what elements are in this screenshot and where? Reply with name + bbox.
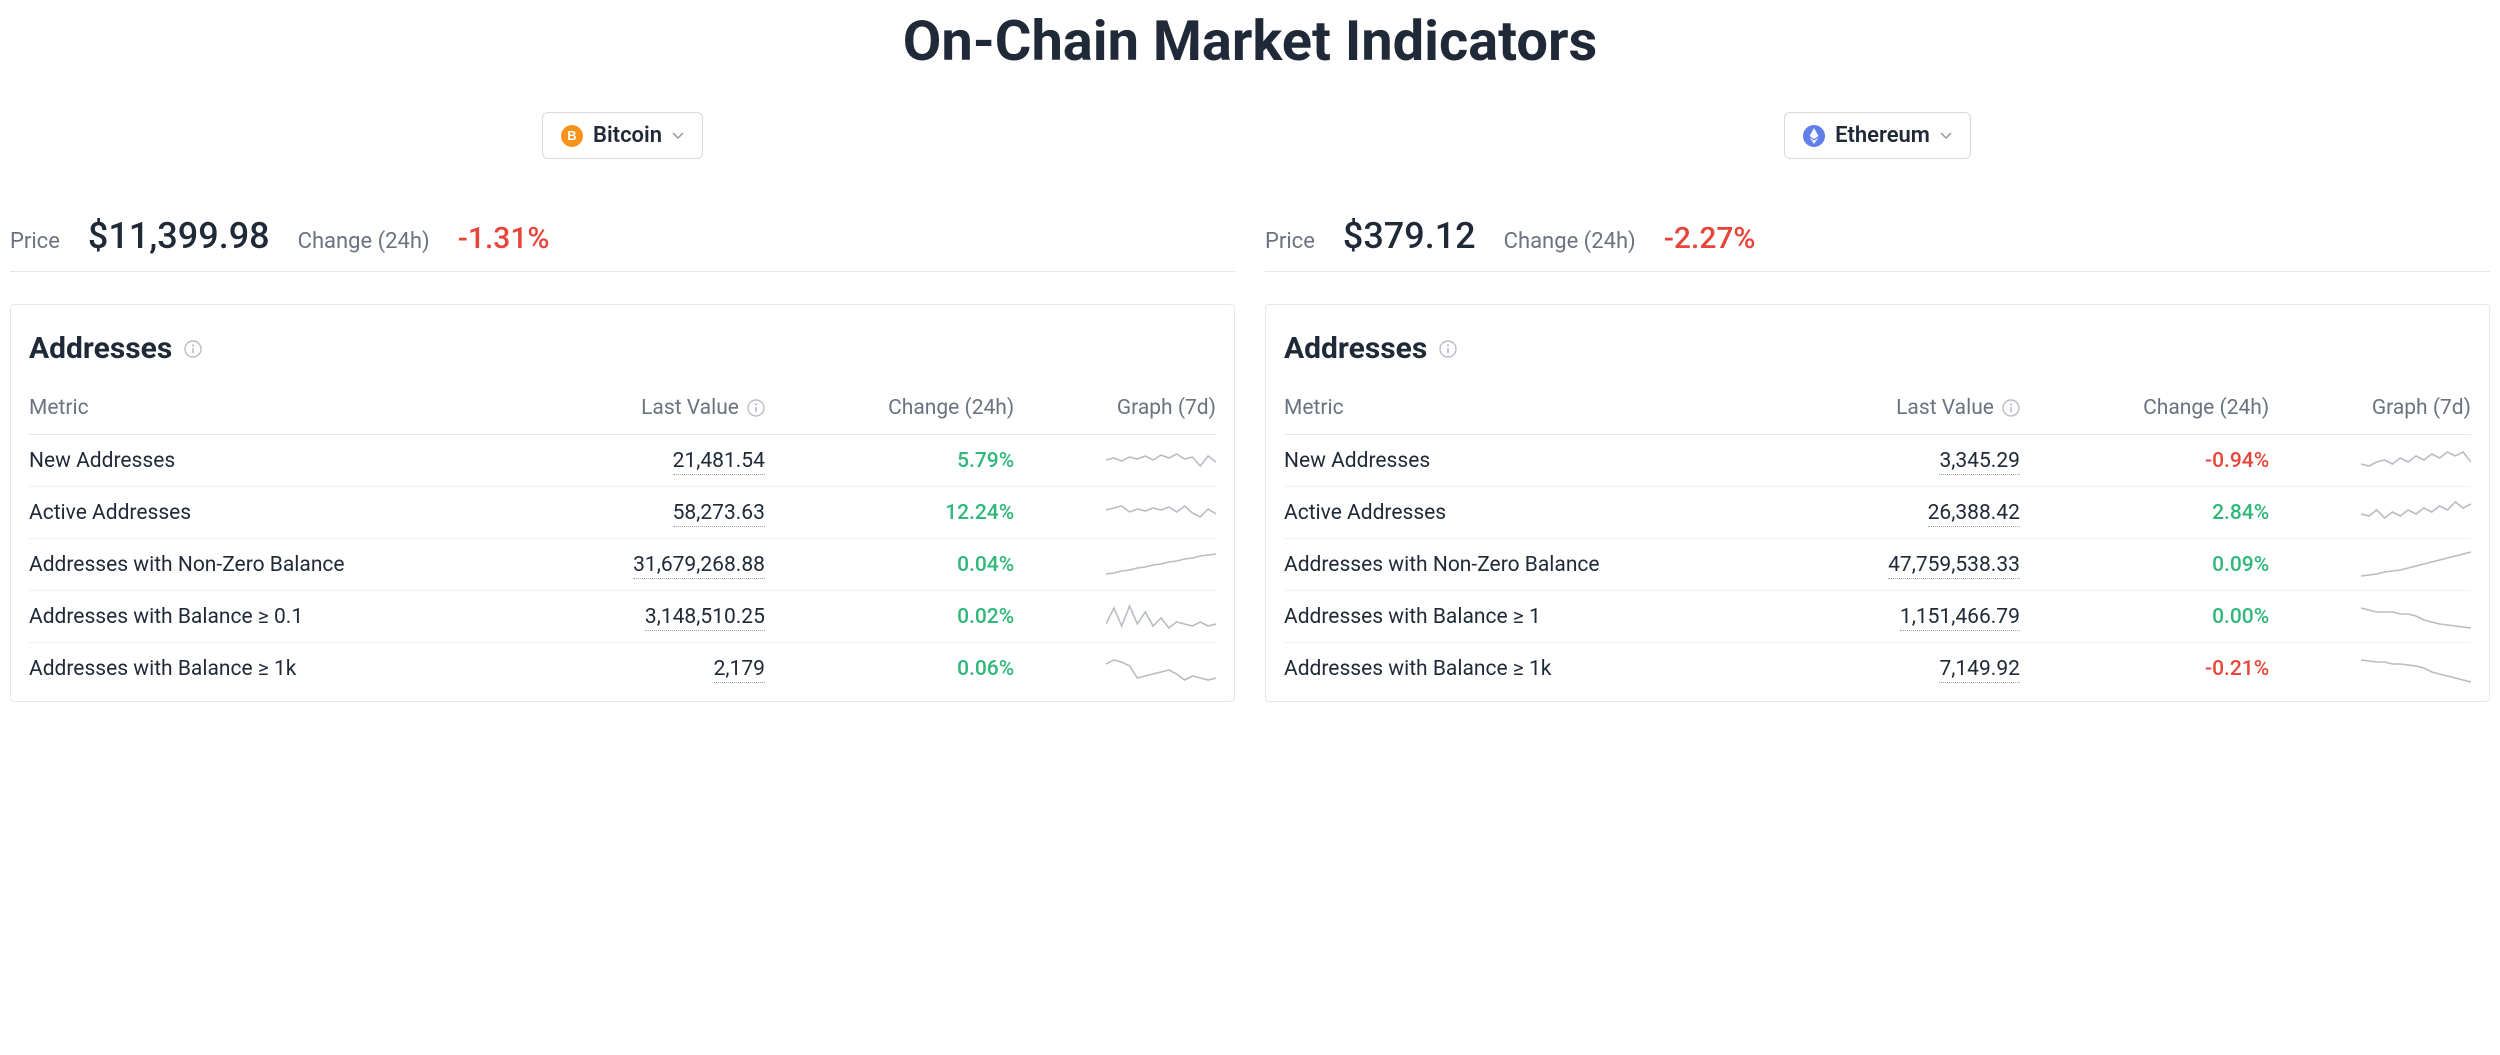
metric-name: New Addresses: [1284, 449, 1783, 473]
metric-name: Addresses with Balance ≥ 1k: [29, 657, 528, 681]
metric-change: 0.02%: [765, 605, 1014, 629]
asset-column: B Bitcoin Price $11,399.98 Change (24h) -1.31…: [10, 112, 1235, 702]
info-icon[interactable]: [747, 399, 765, 417]
sparkline: [1014, 650, 1216, 688]
card-title-row: Addresses: [1284, 331, 2471, 366]
th-metric: Metric: [29, 396, 528, 420]
table-header: MetricLast ValueChange (24h)Graph (7d): [29, 396, 1216, 435]
metric-value: 3,345.29: [1783, 449, 2020, 473]
asset-name: Bitcoin: [593, 123, 662, 148]
price-label: Price: [1265, 229, 1315, 254]
info-icon[interactable]: [1439, 340, 1457, 358]
table-header: MetricLast ValueChange (24h)Graph (7d): [1284, 396, 2471, 435]
th-metric: Metric: [1284, 396, 1783, 420]
metric-name: Addresses with Non-Zero Balance: [29, 553, 528, 577]
card-title-row: Addresses: [29, 331, 1216, 366]
table-row: Addresses with Balance ≥ 1k2,1790.06%: [29, 643, 1216, 695]
addresses-card: Addresses MetricLast ValueChange (24h)Gra…: [1265, 304, 2490, 702]
metric-value: 31,679,268.88: [528, 553, 765, 577]
metric-value: 3,148,510.25: [528, 605, 765, 629]
table-row: Addresses with Non-Zero Balance31,679,26…: [29, 539, 1216, 591]
th-graph: Graph (7d): [1014, 396, 1216, 420]
columns-container: B Bitcoin Price $11,399.98 Change (24h) -1.31…: [10, 112, 2490, 702]
metric-name: New Addresses: [29, 449, 528, 473]
card-title: Addresses: [1284, 331, 1427, 366]
metric-value: 58,273.63: [528, 501, 765, 525]
change-value: -1.31%: [458, 221, 550, 256]
svg-text:B: B: [567, 128, 576, 143]
metric-name: Addresses with Non-Zero Balance: [1284, 553, 1783, 577]
sparkline: [1014, 598, 1216, 636]
metric-name: Active Addresses: [1284, 501, 1783, 525]
sparkline: [1014, 546, 1216, 584]
metric-value: 7,149.92: [1783, 657, 2020, 681]
sparkline: [2269, 442, 2471, 480]
table-row: Addresses with Non-Zero Balance47,759,53…: [1284, 539, 2471, 591]
metric-value: 2,179: [528, 657, 765, 681]
sparkline: [1014, 494, 1216, 532]
asset-icon: B: [561, 125, 583, 147]
table-row: New Addresses21,481.545.79%: [29, 435, 1216, 487]
asset-select-wrap: B Bitcoin: [10, 112, 1235, 159]
sparkline: [2269, 598, 2471, 636]
info-icon[interactable]: [184, 340, 202, 358]
metric-value: 26,388.42: [1783, 501, 2020, 525]
th-graph: Graph (7d): [2269, 396, 2471, 420]
metric-change: -0.21%: [2020, 657, 2269, 681]
metric-change: 0.04%: [765, 553, 1014, 577]
metric-change: 2.84%: [2020, 501, 2269, 525]
info-icon[interactable]: [2002, 399, 2020, 417]
sparkline: [2269, 546, 2471, 584]
th-last-value: Last Value: [528, 396, 765, 420]
page-title: On-Chain Market Indicators: [10, 8, 2490, 74]
metric-value: 1,151,466.79: [1783, 605, 2020, 629]
metric-change: 5.79%: [765, 449, 1014, 473]
metric-name: Addresses with Balance ≥ 1: [1284, 605, 1783, 629]
metric-change: 12.24%: [765, 501, 1014, 525]
chevron-down-icon: [1940, 132, 1952, 140]
th-change: Change (24h): [2020, 396, 2269, 420]
table-row: Addresses with Balance ≥ 1k7,149.92-0.21…: [1284, 643, 2471, 695]
metric-name: Addresses with Balance ≥ 1k: [1284, 657, 1783, 681]
asset-name: Ethereum: [1835, 123, 1930, 148]
metric-value: 21,481.54: [528, 449, 765, 473]
table-row: Addresses with Balance ≥ 11,151,466.790.…: [1284, 591, 2471, 643]
change-value: -2.27%: [1664, 221, 1756, 256]
asset-select-wrap: Ethereum: [1265, 112, 2490, 159]
price-value: $11,399.98: [88, 215, 270, 257]
price-label: Price: [10, 229, 60, 254]
th-change: Change (24h): [765, 396, 1014, 420]
table-row: Active Addresses58,273.6312.24%: [29, 487, 1216, 539]
asset-select[interactable]: B Bitcoin: [542, 112, 703, 159]
sparkline: [2269, 650, 2471, 688]
table-row: New Addresses3,345.29-0.94%: [1284, 435, 2471, 487]
table-row: Addresses with Balance ≥ 0.13,148,510.25…: [29, 591, 1216, 643]
th-last-value: Last Value: [1783, 396, 2020, 420]
asset-icon: [1803, 125, 1825, 147]
sparkline: [2269, 494, 2471, 532]
asset-select[interactable]: Ethereum: [1784, 112, 1971, 159]
metric-name: Addresses with Balance ≥ 0.1: [29, 605, 528, 629]
price-row: Price $379.12 Change (24h) -2.27%: [1265, 215, 2490, 272]
metric-change: 0.06%: [765, 657, 1014, 681]
metric-name: Active Addresses: [29, 501, 528, 525]
addresses-card: Addresses MetricLast ValueChange (24h)Gra…: [10, 304, 1235, 702]
metric-change: 0.09%: [2020, 553, 2269, 577]
change-label: Change (24h): [1504, 229, 1636, 254]
asset-column: Ethereum Price $379.12 Change (24h) -2.27% Ad…: [1265, 112, 2490, 702]
card-title: Addresses: [29, 331, 172, 366]
metric-change: 0.00%: [2020, 605, 2269, 629]
price-row: Price $11,399.98 Change (24h) -1.31%: [10, 215, 1235, 272]
change-label: Change (24h): [298, 229, 430, 254]
metric-change: -0.94%: [2020, 449, 2269, 473]
table-row: Active Addresses26,388.422.84%: [1284, 487, 2471, 539]
chevron-down-icon: [672, 132, 684, 140]
price-value: $379.12: [1343, 215, 1476, 257]
metric-value: 47,759,538.33: [1783, 553, 2020, 577]
sparkline: [1014, 442, 1216, 480]
